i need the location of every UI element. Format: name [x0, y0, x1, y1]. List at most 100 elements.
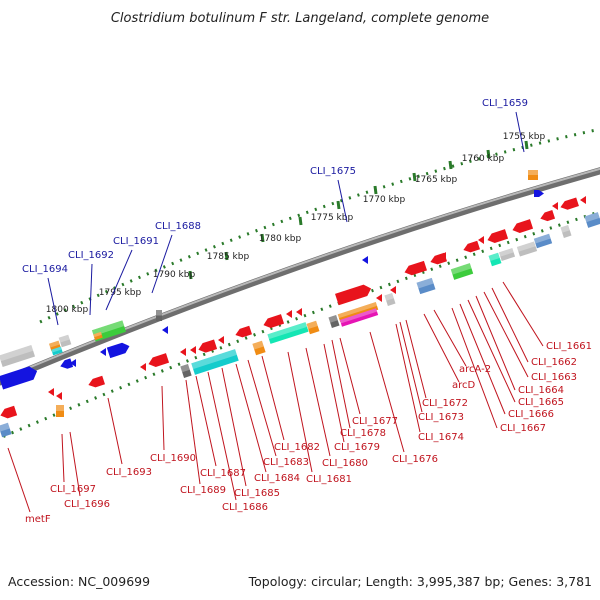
- gene-red-2: [540, 210, 556, 222]
- gene-labels: CLI_1659 CLI_1675 CLI_1688 CLI_1691 CLI_1692…: [22, 98, 592, 525]
- gene-red-12: [148, 353, 170, 367]
- gene-small-15: [100, 348, 106, 356]
- gene-red-1: [560, 197, 579, 210]
- callout-line-cli_1688: [151, 234, 173, 294]
- genome-summary-text: Topology: circular; Length: 3,995,387 bp…: [248, 574, 592, 589]
- gene-small-12: [580, 196, 586, 204]
- gene-label-cli_1667: CLI_1667: [500, 423, 546, 434]
- gene-small-9: [440, 252, 446, 260]
- gene-small-11: [552, 202, 558, 210]
- callout-line-cli_1674: [395, 323, 421, 433]
- gene-steel-4: [0, 422, 12, 438]
- scale-tick-1765: [448, 160, 453, 170]
- scale-tick-label-1760: 1760 kbp: [462, 154, 505, 164]
- callout-line-cli_1689: [185, 379, 201, 485]
- gene-small-10: [478, 236, 484, 244]
- gene-gray-1: [516, 241, 538, 257]
- gene-darkgray-2: [328, 315, 340, 328]
- gene-label-cli_1659: CLI_1659: [482, 98, 528, 109]
- label-callout-lines: [7, 111, 544, 513]
- gene-label-cli_1677: CLI_1677: [352, 416, 398, 427]
- gene-blue-4: [534, 190, 544, 197]
- gene-small-14: [56, 392, 62, 400]
- gene-steel-3: [584, 212, 600, 228]
- gene-orange-4: [528, 170, 538, 180]
- gene-orange-7: [93, 331, 103, 341]
- gene-label-cli_1685: CLI_1685: [234, 488, 280, 499]
- map-title: Clostridium botulinum F str. Langeland, …: [111, 11, 489, 26]
- callout-line-cli_1694: [47, 277, 59, 326]
- gene-label-cli_1679: CLI_1679: [334, 442, 380, 453]
- gene-cyan-2: [51, 346, 63, 356]
- callout-line-cli_1675: [337, 179, 348, 223]
- callout-line-cli_1687: [195, 375, 217, 467]
- gene-label-metf: metF: [25, 514, 51, 525]
- callout-line-cli_1664: [475, 295, 516, 391]
- gene-label-cli_1683: CLI_1683: [263, 457, 309, 468]
- gene-red-5: [463, 240, 480, 253]
- gene-gray-4: [384, 293, 396, 306]
- accession-text: Accession: NC_009699: [8, 574, 150, 589]
- gene-label-cli_1696: CLI_1696: [64, 499, 110, 510]
- callout-line-cli_1672: [405, 319, 427, 399]
- gene-orange-5: [56, 405, 64, 417]
- callout-line-cli_1685: [221, 367, 247, 487]
- callout-line-arcd: [423, 313, 460, 383]
- scale-tick-1755: [524, 140, 529, 150]
- callout-line-cli_1666: [459, 303, 506, 415]
- gene-red-4: [487, 229, 509, 243]
- gene-label-cli_1664: CLI_1664: [518, 385, 564, 396]
- gene-label-cli_1666: CLI_1666: [508, 409, 554, 420]
- callout-line-cli_1681: [287, 351, 313, 473]
- scale-tick-label-1775: 1775 kbp: [311, 213, 354, 223]
- scale-tick-label-1790: 1790 kbp: [153, 270, 196, 280]
- gene-small-7: [376, 294, 382, 302]
- gene-small-17: [362, 256, 368, 264]
- gene-small-18: [70, 359, 76, 367]
- callout-line-cli_1662: [491, 287, 529, 363]
- callout-line-cli_1661: [502, 281, 544, 347]
- callout-line-cli_1673: [399, 321, 423, 413]
- gene-small-16: [162, 326, 168, 334]
- gene-blue-2: [106, 342, 130, 359]
- gene-label-cli_1663: CLI_1663: [531, 372, 577, 383]
- callout-line-cli_1667: [451, 307, 498, 429]
- gene-label-cli_1690: CLI_1690: [150, 453, 196, 464]
- gene-label-cli_1688: CLI_1688: [155, 221, 201, 232]
- gene-label-cli_1662: CLI_1662: [531, 357, 577, 368]
- callout-line-cli_1663: [483, 291, 529, 378]
- gene-small-2: [180, 348, 186, 356]
- gene-darkgray-3: [156, 310, 162, 321]
- gene-label-cli_1661: CLI_1661: [546, 341, 592, 352]
- callout-line-cli_1692: [89, 263, 93, 316]
- scale-tick-1790: [260, 233, 265, 243]
- gene-label-cli_1692: CLI_1692: [68, 250, 114, 261]
- callout-line-cli_1690: [161, 385, 165, 451]
- gene-small-3: [190, 346, 196, 354]
- scale-tick-1770: [412, 172, 417, 182]
- gene-gray-3: [0, 345, 36, 367]
- scale-tick-label-1800: 1800 kbp: [46, 305, 89, 315]
- scale-tick-label-1770: 1770 kbp: [363, 195, 406, 205]
- gene-features: [0, 170, 600, 438]
- scale-tick-1760: [486, 149, 491, 159]
- gene-red-14: [0, 405, 18, 419]
- callout-line-cli_1691: [105, 249, 133, 311]
- gene-label-cli_1673: CLI_1673: [418, 412, 464, 423]
- gene-label-cli_1676: CLI_1676: [392, 454, 438, 465]
- gene-magenta-1: [339, 308, 379, 327]
- gene-label-cli_1694: CLI_1694: [22, 264, 68, 275]
- callout-line-cli_1659: [515, 111, 525, 153]
- scale-tick-label-1765: 1765 kbp: [415, 175, 458, 185]
- gene-label-cli_1687: CLI_1687: [200, 468, 246, 479]
- gene-darkgray-1: [180, 364, 192, 378]
- gene-teal-1: [267, 322, 309, 344]
- gene-red-10: [235, 325, 252, 338]
- scale-tick-labels: 1755 kbp 1760 kbp 1765 kbp 1770 kbp 1775 kbp…: [46, 132, 546, 315]
- scale-tick-label-1780: 1780 kbp: [259, 234, 302, 244]
- callout-line-cli_1684: [235, 363, 267, 473]
- gene-small-4: [218, 336, 224, 344]
- scale-tick-1800: [188, 270, 193, 280]
- gene-label-cli_1672: CLI_1672: [422, 398, 468, 409]
